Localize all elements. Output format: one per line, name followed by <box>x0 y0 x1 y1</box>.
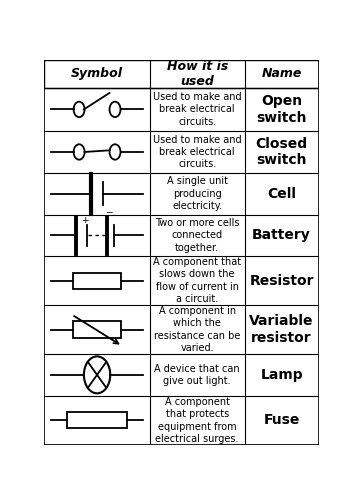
Text: Battery: Battery <box>252 228 311 242</box>
Text: Variable
resistor: Variable resistor <box>249 314 314 344</box>
Text: Two or more cells
connected
together.: Two or more cells connected together. <box>155 218 239 253</box>
Text: A component
that protects
equipment from
electrical surges.: A component that protects equipment from… <box>155 397 239 444</box>
Text: A component in
which the
resistance can be
varied.: A component in which the resistance can … <box>154 306 240 353</box>
Text: +: + <box>81 216 89 224</box>
Text: Lamp: Lamp <box>260 368 303 382</box>
Text: Used to make and
break electrical
circuits.: Used to make and break electrical circui… <box>153 92 241 127</box>
Text: −: − <box>105 207 113 216</box>
Text: Closed
switch: Closed switch <box>256 137 308 167</box>
Text: Cell: Cell <box>267 186 296 200</box>
Text: Symbol: Symbol <box>71 68 123 80</box>
Bar <box>67 412 127 428</box>
Text: A device that can
give out light.: A device that can give out light. <box>154 364 240 386</box>
Text: A component that
slows down the
flow of current in
a circuit.: A component that slows down the flow of … <box>153 257 241 304</box>
Text: Fuse: Fuse <box>263 414 300 428</box>
Text: A single unit
producing
electricity.: A single unit producing electricity. <box>167 176 228 211</box>
Text: Open
switch: Open switch <box>256 94 307 124</box>
Text: Used to make and
break electrical
circuits.: Used to make and break electrical circui… <box>153 134 241 170</box>
Bar <box>73 272 121 289</box>
Text: Resistor: Resistor <box>249 274 314 287</box>
Text: How it is
used: How it is used <box>166 60 228 88</box>
Bar <box>44 60 319 88</box>
Text: Name: Name <box>261 68 302 80</box>
Bar <box>73 322 121 338</box>
